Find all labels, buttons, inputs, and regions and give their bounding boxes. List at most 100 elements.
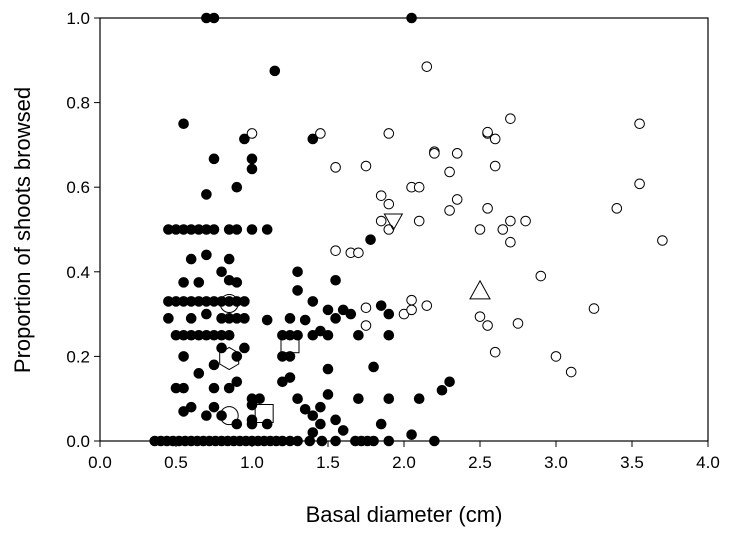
open-point — [375, 215, 387, 227]
filled-point — [178, 406, 189, 417]
open-point — [474, 311, 486, 322]
open-point — [535, 270, 547, 282]
y-axis: 0.0 0.2 0.4 0.6 0.8 1.0 — [66, 9, 100, 451]
open-point — [634, 118, 645, 130]
filled-point — [307, 427, 319, 438]
triangle-down-marker — [383, 213, 404, 232]
filled-point — [315, 418, 326, 430]
open-point — [482, 320, 493, 331]
filled-point — [383, 308, 395, 320]
filled-point — [383, 329, 395, 341]
square-marker — [254, 404, 274, 424]
filled-point — [330, 313, 341, 324]
filled-point — [231, 181, 243, 193]
filled-point — [353, 393, 364, 405]
open-point — [383, 198, 395, 210]
filled-point — [383, 435, 395, 447]
filled-point — [292, 329, 303, 341]
open-point — [383, 128, 395, 139]
x-tick-label: 1.0 — [240, 453, 264, 472]
filled-point — [345, 308, 357, 320]
open-point — [353, 247, 364, 259]
filled-point — [201, 410, 212, 421]
open-point — [444, 205, 455, 216]
filled-point — [292, 435, 303, 447]
open-point — [451, 194, 463, 205]
filled-point — [208, 153, 220, 165]
filled-point — [368, 435, 379, 447]
filled-point — [216, 342, 227, 354]
filled-point — [261, 224, 273, 235]
filled-point — [201, 249, 212, 261]
circle-large-marker — [219, 406, 239, 426]
filled-point — [246, 224, 258, 235]
open-point — [505, 236, 516, 248]
filled-point — [208, 382, 220, 394]
open-point — [421, 61, 433, 72]
y-tick-label: 0.4 — [66, 263, 90, 282]
filled-point — [223, 329, 235, 341]
open-point — [550, 351, 562, 362]
filled-point — [299, 314, 311, 326]
open-point — [451, 148, 463, 159]
open-point — [360, 302, 372, 314]
filled-point — [307, 296, 319, 307]
filled-point — [231, 351, 243, 362]
x-tick-label: 0.0 — [88, 453, 112, 472]
filled-point — [216, 266, 227, 278]
open-point — [444, 166, 455, 178]
open-point — [505, 113, 516, 124]
open-point — [505, 215, 516, 227]
open-point — [406, 304, 417, 316]
filled-point — [216, 410, 227, 421]
open-point — [497, 224, 509, 235]
y-tick-label: 0.0 — [66, 432, 90, 451]
filled-point — [299, 403, 311, 415]
filled-point — [365, 234, 376, 245]
filled-point — [322, 304, 334, 316]
open-point — [489, 133, 501, 145]
filled-point — [178, 277, 189, 288]
y-tick-label: 1.0 — [66, 9, 90, 28]
filled-point — [231, 376, 243, 388]
open-point — [421, 300, 433, 311]
filled-point — [315, 401, 326, 413]
open-point — [413, 181, 425, 193]
open-point — [383, 224, 395, 235]
filled-point — [292, 285, 303, 296]
filled-point — [246, 418, 258, 430]
data-points — [149, 12, 668, 447]
filled-point — [208, 359, 220, 371]
open-point — [657, 235, 668, 246]
filled-point — [406, 429, 417, 440]
filled-point — [413, 393, 425, 405]
filled-point — [307, 329, 319, 341]
open-point — [512, 318, 524, 329]
filled-point — [239, 133, 250, 145]
circle-large-marker — [219, 294, 239, 314]
open-point — [565, 366, 577, 378]
square-marker — [280, 334, 300, 354]
filled-point — [223, 253, 235, 265]
filled-point — [178, 118, 189, 130]
x-axis: 0.0 0.5 1.0 1.5 2.0 2.5 3.0 3.5 4.0 — [88, 441, 720, 472]
open-point — [246, 128, 258, 139]
filled-point — [307, 410, 319, 421]
open-point — [588, 303, 600, 314]
open-point — [489, 160, 501, 172]
filled-point — [193, 277, 205, 288]
filled-point — [193, 368, 205, 379]
filled-point — [246, 163, 258, 175]
filled-point — [277, 351, 288, 362]
filled-point — [337, 425, 349, 436]
filled-point — [444, 376, 455, 388]
x-tick-label: 3.0 — [544, 453, 568, 472]
filled-point — [375, 418, 387, 430]
filled-point — [406, 12, 417, 24]
open-point — [413, 215, 425, 227]
filled-point — [330, 274, 341, 286]
filled-point — [322, 389, 334, 400]
open-point — [489, 346, 501, 358]
filled-point — [284, 313, 296, 324]
